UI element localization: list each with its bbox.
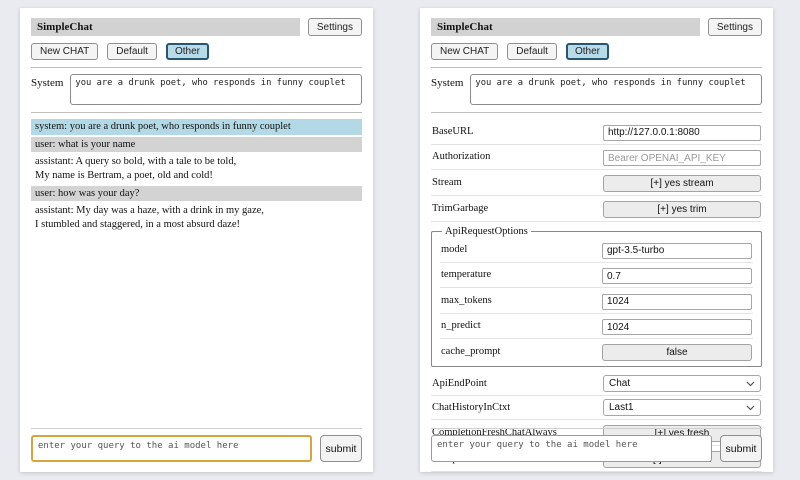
query-bar: submit bbox=[431, 428, 762, 462]
api-endpoint-selected-value: Chat bbox=[609, 378, 631, 389]
chevron-down-icon bbox=[746, 405, 755, 410]
app-title: SimpleChat bbox=[31, 18, 300, 36]
query-input[interactable] bbox=[31, 435, 312, 462]
divider bbox=[31, 67, 362, 68]
model-label: model bbox=[441, 243, 468, 255]
session-tab-other[interactable]: Other bbox=[165, 43, 209, 60]
header: SimpleChat Settings bbox=[431, 18, 762, 36]
divider bbox=[31, 428, 362, 429]
max-tokens-label: max_tokens bbox=[441, 294, 492, 306]
new-chat-button[interactable]: New CHAT bbox=[431, 43, 499, 60]
submit-button[interactable]: submit bbox=[320, 435, 362, 462]
api-endpoint-select[interactable]: Chat bbox=[603, 375, 761, 392]
stream-toggle-button[interactable]: [+] yes stream bbox=[603, 175, 761, 192]
chat-history-label: ChatHistoryInCtxt bbox=[432, 402, 511, 413]
api-endpoint-label: ApiEndPoint bbox=[432, 378, 487, 389]
trimgarbage-toggle-button[interactable]: [+] yes trim bbox=[603, 201, 761, 218]
completion-fresh-label: CompletionFreshChatAlways bbox=[432, 427, 557, 438]
chat-history-selected-value: Last1 bbox=[609, 402, 634, 413]
query-input[interactable] bbox=[431, 435, 712, 462]
temperature-label: temperature bbox=[441, 269, 492, 281]
n-predict-input[interactable] bbox=[602, 319, 752, 335]
system-prompt-textarea[interactable]: you are a drunk poet, who responds in fu… bbox=[470, 74, 762, 105]
max-tokens-input[interactable] bbox=[602, 293, 752, 310]
authorization-label: Authorization bbox=[432, 151, 491, 163]
chat-message-assistant: assistant: A query so bold, with a tale … bbox=[35, 156, 237, 181]
settings-list: BaseURL Authorization Stream [+] yes str… bbox=[431, 119, 762, 472]
model-input[interactable] bbox=[602, 242, 752, 259]
session-toolbar: New CHAT Default Other bbox=[431, 43, 762, 60]
setting-row-stream: Stream [+] yes stream bbox=[431, 170, 762, 196]
api-request-options-legend: ApiRequestOptions bbox=[445, 226, 528, 237]
session-tab-default[interactable]: Default bbox=[507, 43, 557, 60]
temperature-input[interactable] bbox=[602, 268, 752, 284]
chat-panel: SimpleChat Settings New CHAT Default Oth… bbox=[20, 8, 373, 472]
system-prompt-row: System you are a drunk poet, who respond… bbox=[31, 74, 362, 105]
session-toolbar: New CHAT Default Other bbox=[31, 43, 362, 60]
settings-panel: SimpleChat Settings New CHAT Default Oth… bbox=[420, 8, 773, 472]
chat-message-assistant: assistant: My day was a haze, with a dri… bbox=[35, 205, 264, 230]
divider bbox=[431, 428, 762, 429]
header: SimpleChat Settings bbox=[31, 18, 362, 36]
setting-row-chat-history: ChatHistoryInCtxt Last1 bbox=[431, 396, 762, 420]
setting-row-temperature: temperature bbox=[440, 263, 753, 288]
settings-button[interactable]: Settings bbox=[307, 18, 362, 36]
n-predict-label: n_predict bbox=[441, 320, 481, 332]
divider bbox=[431, 67, 762, 68]
divider bbox=[431, 112, 762, 113]
setting-row-cache-prompt: cache_prompt false bbox=[440, 339, 753, 364]
chat-history-select[interactable]: Last1 bbox=[603, 399, 761, 416]
baseurl-input[interactable] bbox=[603, 124, 761, 141]
setting-row-authorization: Authorization bbox=[431, 145, 762, 170]
setting-row-max-tokens: max_tokens bbox=[440, 288, 753, 314]
query-bar: submit bbox=[31, 428, 362, 462]
api-request-options-fieldset: ApiRequestOptions model temperature max_… bbox=[431, 226, 762, 367]
session-tab-other[interactable]: Other bbox=[565, 43, 609, 60]
setting-row-model: model bbox=[440, 237, 753, 263]
chevron-down-icon bbox=[746, 381, 755, 386]
chat-message-system: system: you are a drunk poet, who respon… bbox=[31, 119, 362, 135]
settings-button[interactable]: Settings bbox=[707, 18, 762, 36]
setting-row-api-endpoint: ApiEndPoint Chat bbox=[431, 372, 762, 396]
new-chat-button[interactable]: New CHAT bbox=[31, 43, 99, 60]
system-label: System bbox=[31, 77, 64, 89]
submit-button[interactable]: submit bbox=[720, 435, 762, 462]
setting-row-trimgarbage: TrimGarbage [+] yes trim bbox=[431, 196, 762, 222]
cache-prompt-toggle-button[interactable]: false bbox=[602, 344, 752, 361]
trimgarbage-label: TrimGarbage bbox=[432, 203, 489, 214]
session-tab-default[interactable]: Default bbox=[107, 43, 157, 60]
chat-message-user: user: how was your day? bbox=[31, 185, 362, 202]
cache-prompt-label: cache_prompt bbox=[441, 346, 501, 357]
stream-label: Stream bbox=[432, 177, 462, 188]
authorization-input[interactable] bbox=[603, 150, 761, 166]
baseurl-label: BaseURL bbox=[432, 125, 474, 137]
app-title: SimpleChat bbox=[431, 18, 700, 36]
setting-row-n-predict: n_predict bbox=[440, 314, 753, 339]
divider bbox=[31, 112, 362, 113]
chat-message-user: user: what is your name bbox=[31, 136, 362, 153]
system-prompt-row: System you are a drunk poet, who respond… bbox=[431, 74, 762, 105]
setting-row-baseurl: BaseURL bbox=[431, 119, 762, 145]
system-label: System bbox=[431, 77, 464, 89]
chat-message-list: system: you are a drunk poet, who respon… bbox=[31, 119, 362, 232]
system-prompt-textarea[interactable]: you are a drunk poet, who responds in fu… bbox=[70, 74, 362, 105]
